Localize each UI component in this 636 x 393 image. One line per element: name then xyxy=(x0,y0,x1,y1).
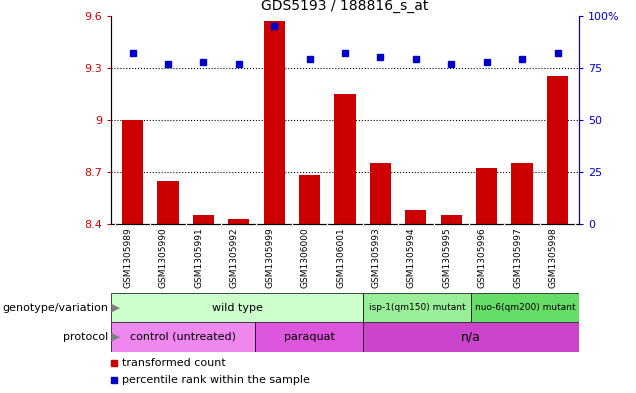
Text: GSM1305991: GSM1305991 xyxy=(195,228,204,288)
Bar xyxy=(193,215,214,224)
Bar xyxy=(363,322,579,352)
Text: paraquat: paraquat xyxy=(284,332,335,342)
Text: GSM1306001: GSM1306001 xyxy=(336,228,345,288)
Bar xyxy=(263,21,285,224)
Bar xyxy=(370,163,391,224)
Bar xyxy=(476,169,497,224)
Text: GSM1305999: GSM1305999 xyxy=(265,228,274,288)
Text: GSM1305994: GSM1305994 xyxy=(407,228,416,288)
Text: GSM1305997: GSM1305997 xyxy=(513,228,522,288)
Text: percentile rank within the sample: percentile rank within the sample xyxy=(121,375,310,386)
Text: GSM1305992: GSM1305992 xyxy=(230,228,238,288)
Bar xyxy=(471,293,579,322)
Text: transformed count: transformed count xyxy=(121,358,225,368)
Bar xyxy=(441,215,462,224)
Text: GSM1305989: GSM1305989 xyxy=(123,228,132,288)
Text: GSM1305995: GSM1305995 xyxy=(442,228,452,288)
Bar xyxy=(335,94,356,224)
Text: control (untreated): control (untreated) xyxy=(130,332,236,342)
Bar xyxy=(405,210,427,224)
Text: GSM1305996: GSM1305996 xyxy=(478,228,487,288)
Bar xyxy=(255,322,363,352)
Bar xyxy=(299,175,321,224)
Text: GSM1306000: GSM1306000 xyxy=(301,228,310,288)
Bar xyxy=(111,293,363,322)
Bar xyxy=(157,181,179,224)
Bar xyxy=(363,293,471,322)
Title: GDS5193 / 188816_s_at: GDS5193 / 188816_s_at xyxy=(261,0,429,13)
Bar xyxy=(547,77,568,224)
Text: n/a: n/a xyxy=(461,331,481,343)
Bar xyxy=(228,219,249,224)
Text: GSM1305993: GSM1305993 xyxy=(371,228,380,288)
Text: ▶: ▶ xyxy=(108,332,120,342)
Bar xyxy=(511,163,533,224)
Text: GSM1305990: GSM1305990 xyxy=(159,228,168,288)
Text: protocol: protocol xyxy=(63,332,108,342)
Text: wild type: wild type xyxy=(212,303,263,312)
Text: ▶: ▶ xyxy=(108,303,120,312)
Text: genotype/variation: genotype/variation xyxy=(2,303,108,312)
Text: isp-1(qm150) mutant: isp-1(qm150) mutant xyxy=(369,303,466,312)
Text: GSM1305998: GSM1305998 xyxy=(548,228,558,288)
Bar xyxy=(111,322,255,352)
Bar xyxy=(122,120,143,224)
Text: nuo-6(qm200) mutant: nuo-6(qm200) mutant xyxy=(474,303,575,312)
